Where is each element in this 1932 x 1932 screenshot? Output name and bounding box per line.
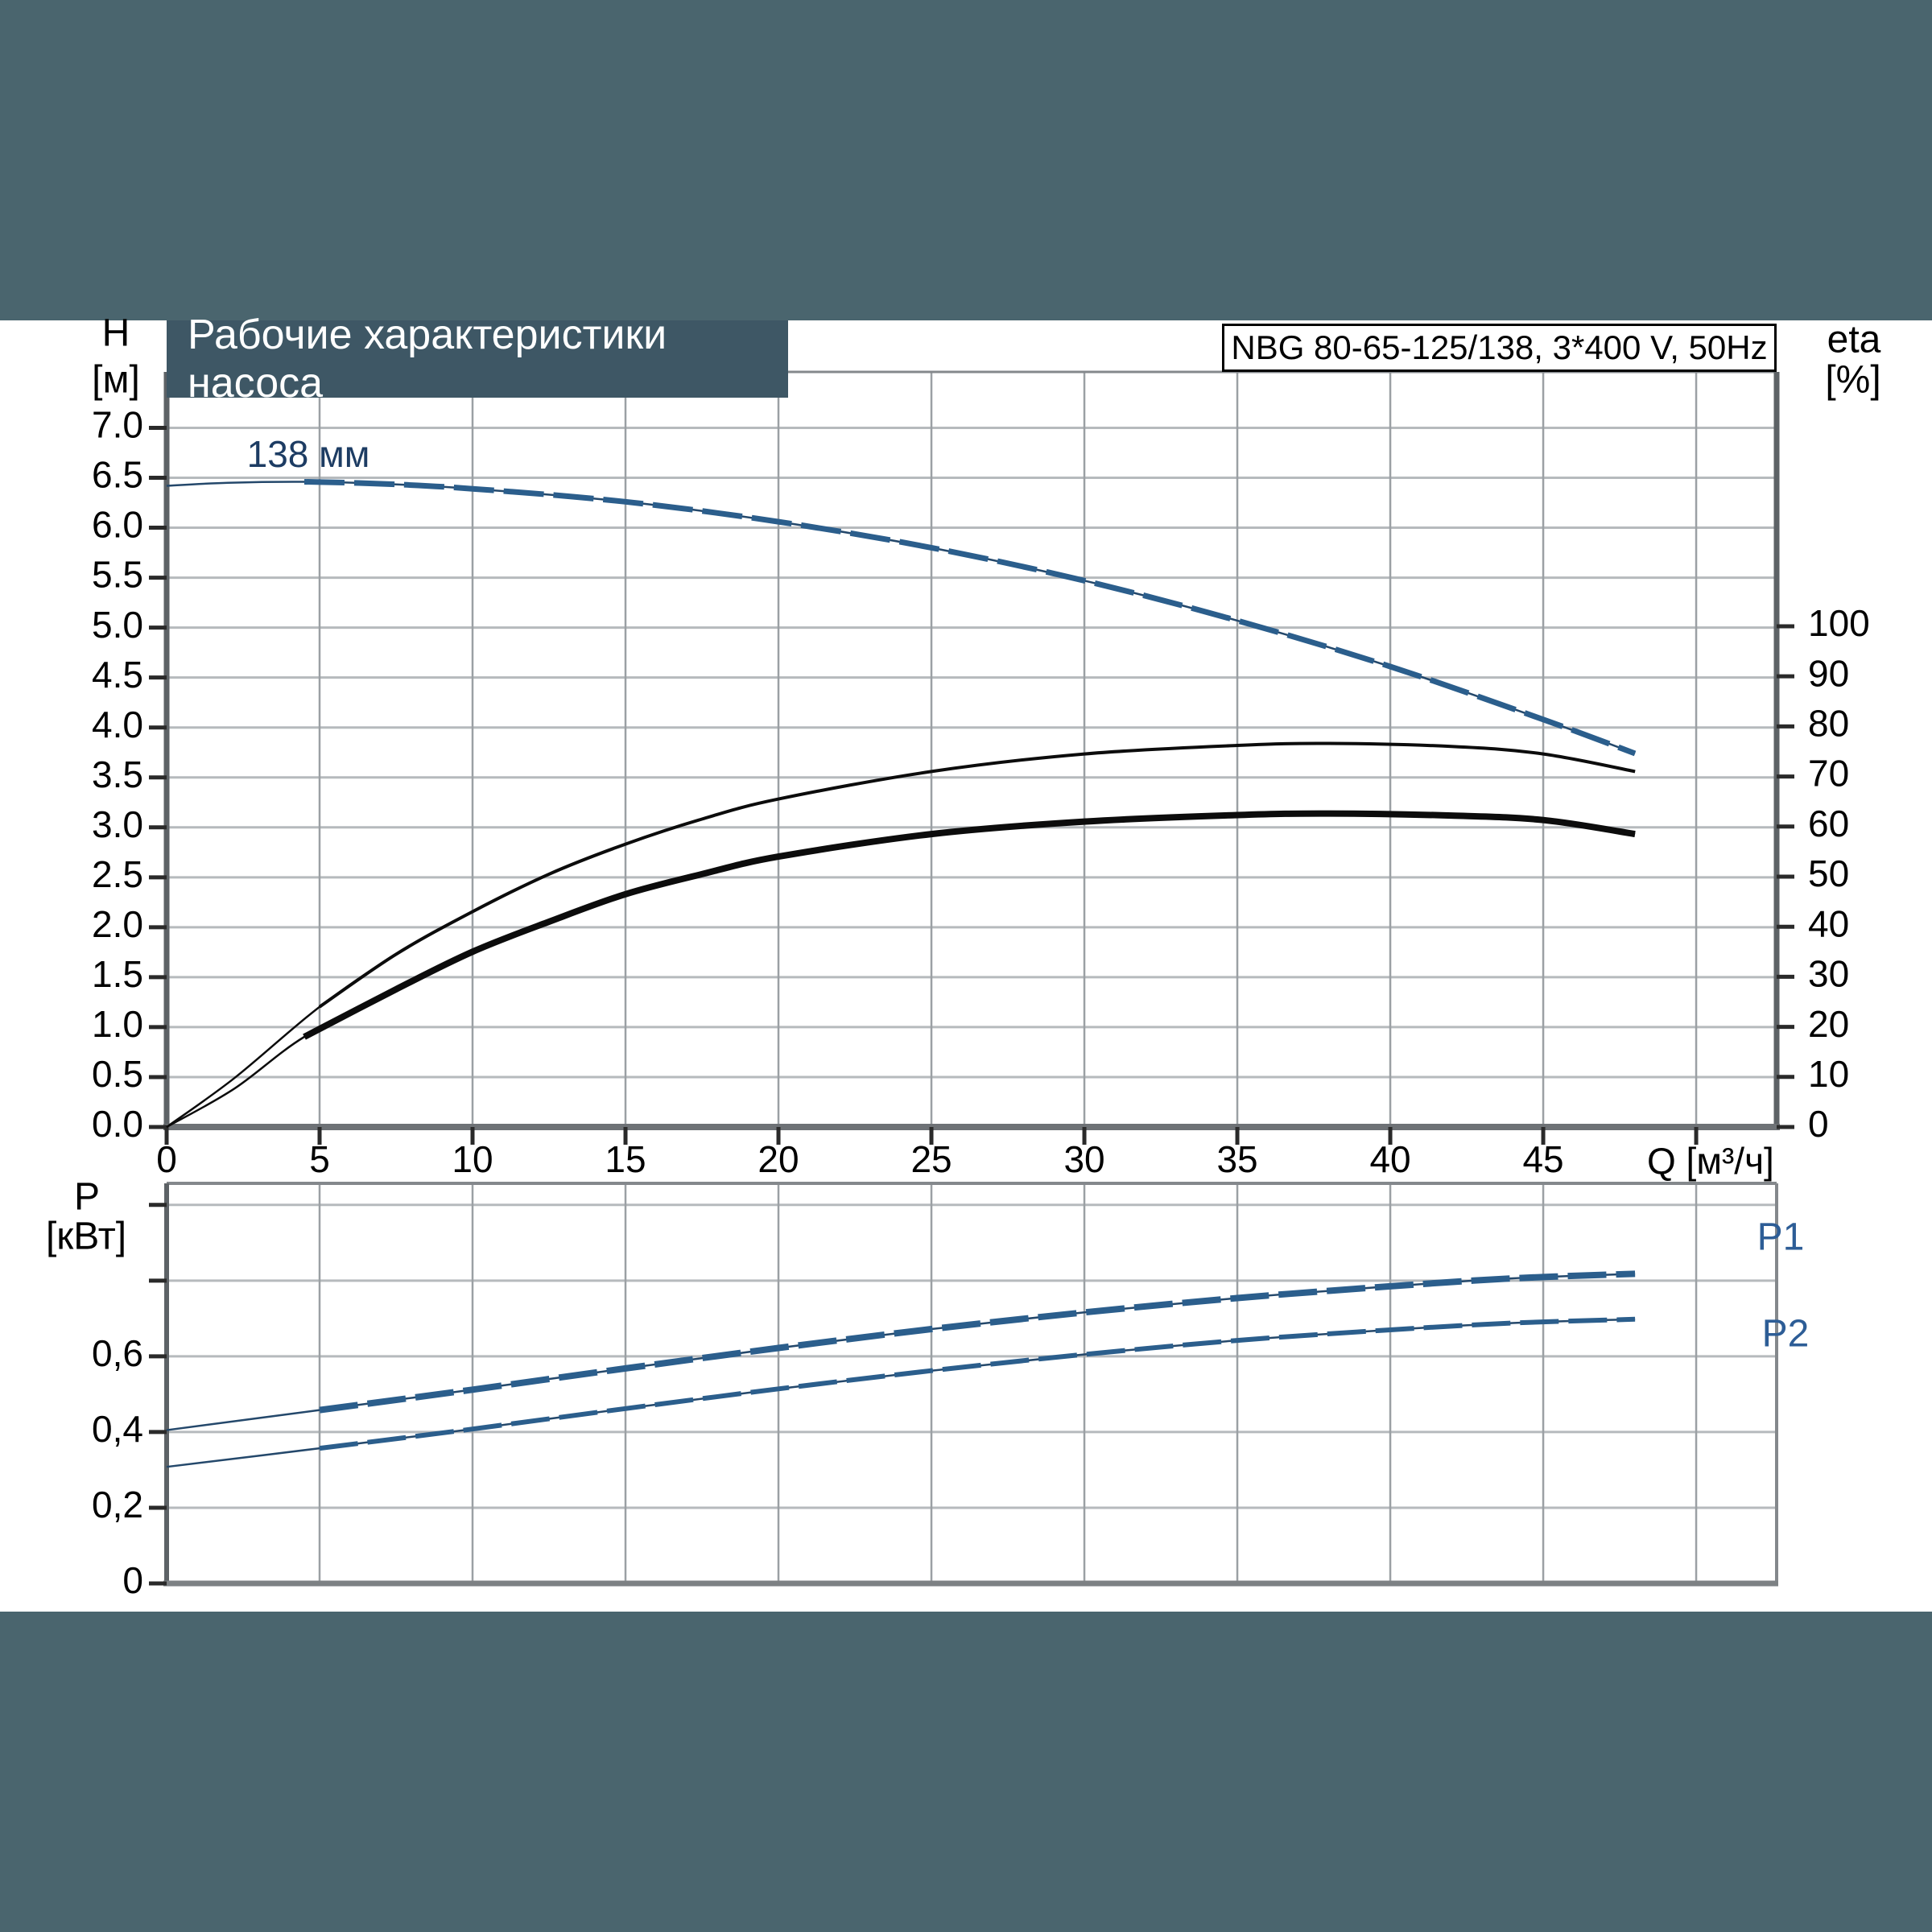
h-tick-label: 2.0 (92, 903, 143, 945)
h-tick-label: 1.0 (92, 1003, 143, 1045)
h-tick-label: 1.5 (92, 953, 143, 995)
impeller-diameter-label: 138 мм (246, 433, 370, 475)
h-tick-label: 0.0 (92, 1103, 143, 1145)
eta-tick-label: 10 (1808, 1053, 1849, 1095)
q-tick-label: 10 (452, 1138, 493, 1180)
h-tick-label: 2.5 (92, 853, 143, 895)
q-axis-label: Q [м³/ч] (1647, 1140, 1774, 1182)
eta-tick-label: 90 (1808, 652, 1849, 694)
eta-tick-label: 50 (1808, 852, 1849, 894)
q-tick-label: 35 (1216, 1138, 1257, 1180)
eta-tick-label: 20 (1808, 1003, 1849, 1045)
pump-model-badge: NBG 80-65-125/138, 3*400 V, 50Hz (1222, 324, 1777, 372)
pump-model-text: NBG 80-65-125/138, 3*400 V, 50Hz (1231, 328, 1768, 366)
q-tick-label: 40 (1369, 1138, 1410, 1180)
q-tick-label: 15 (605, 1138, 646, 1180)
p1-curve-label: P1 (1757, 1216, 1805, 1259)
curve-head-138mm-underlay (166, 481, 1636, 755)
h-tick-label: 6.0 (92, 504, 143, 546)
curve-p2-underlay (166, 1318, 1636, 1468)
h-tick-label: 0.5 (92, 1053, 143, 1095)
eta-tick-label: 70 (1808, 753, 1849, 795)
chart-title: Рабочие характеристики насоса (167, 312, 788, 407)
curve-head-138mm (303, 478, 1637, 757)
p-axis-label: P (73, 1175, 101, 1219)
eta-tick-label: 30 (1808, 953, 1849, 995)
curve-p1 (319, 1270, 1636, 1414)
curve-p1-underlay (166, 1273, 1636, 1431)
curve-eta-thin (318, 741, 1636, 1009)
p-axis-unit: [кВт] (45, 1215, 127, 1258)
h-tick-label: 5.5 (92, 554, 143, 596)
q-tick-label: 0 (156, 1138, 177, 1180)
p-tick-label: 0,6 (92, 1332, 143, 1374)
p2-curve-label: P2 (1761, 1312, 1810, 1356)
h-tick-label: 6.5 (92, 454, 143, 496)
eta-tick-label: 40 (1808, 902, 1849, 944)
q-tick-label: 45 (1522, 1138, 1563, 1180)
eta-tick-label: 60 (1808, 803, 1849, 844)
h-tick-label: 3.5 (92, 753, 143, 795)
q-tick-label: 20 (758, 1138, 799, 1180)
eta-tick-label: 80 (1808, 703, 1849, 745)
q-tick-label: 30 (1063, 1138, 1104, 1180)
p-tick-label: 0,4 (92, 1408, 143, 1450)
h-tick-label: 5.0 (92, 604, 143, 646)
q-tick-label: 5 (309, 1138, 330, 1180)
q-tick-label: 25 (910, 1138, 952, 1180)
chart-panel (0, 320, 1932, 1612)
curve-p2 (319, 1316, 1636, 1451)
h-tick-label: 4.5 (92, 654, 143, 696)
curve-eta-thick (303, 810, 1636, 1040)
curve-eta-thick-underlay (166, 812, 1636, 1129)
h-axis-label: H (101, 312, 130, 355)
h-axis-unit: [м] (92, 358, 140, 402)
p-tick-label: 0,2 (92, 1484, 143, 1525)
eta-axis-label: eta (1827, 318, 1881, 361)
h-tick-label: 7.0 (92, 404, 143, 446)
eta-axis-unit: [%] (1825, 358, 1881, 402)
eta-tick-label: 0 (1808, 1103, 1829, 1145)
eta-tick-label: 100 (1808, 602, 1870, 644)
p-tick-label: 0 (122, 1559, 143, 1601)
h-tick-label: 4.0 (92, 704, 143, 745)
curve-eta-thin-underlay (166, 742, 1636, 1129)
chart-title-text: Рабочие характеристики насоса (188, 312, 667, 407)
h-tick-label: 3.0 (92, 803, 143, 845)
